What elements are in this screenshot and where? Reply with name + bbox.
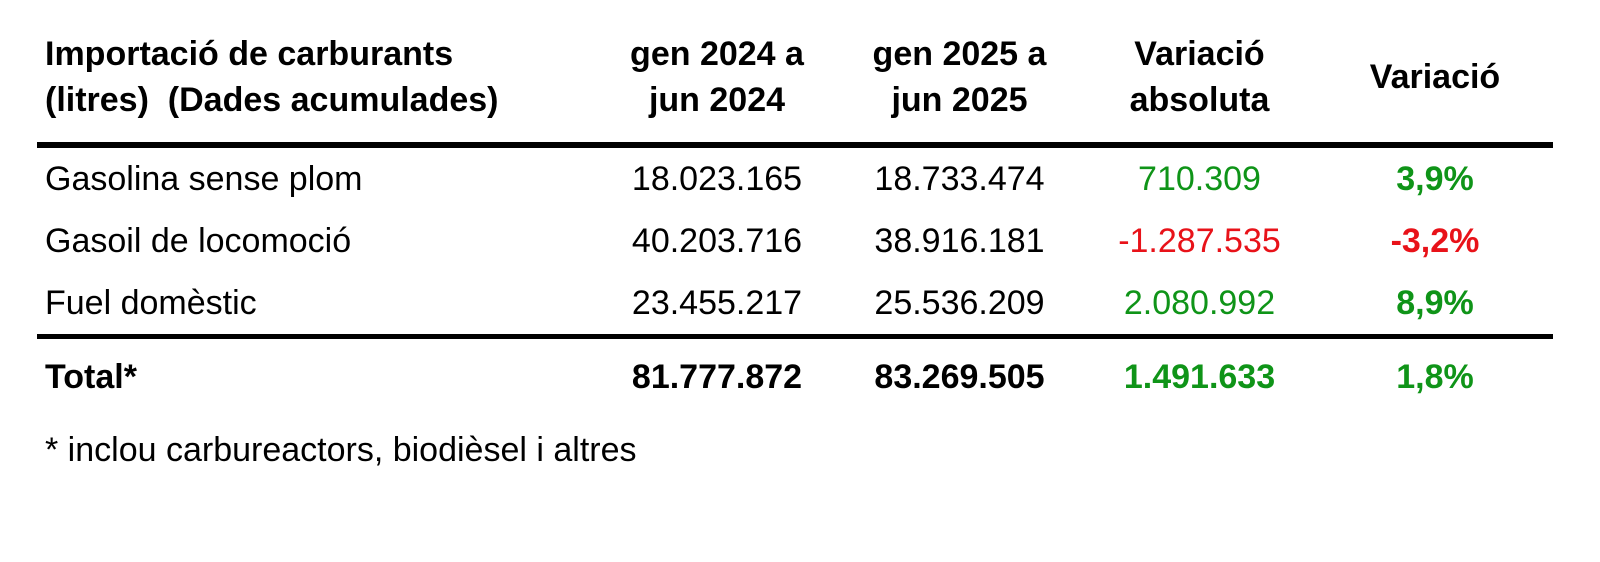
header-row: Importació de carburants (litres) (Dades… xyxy=(37,14,1553,148)
total-period-2024: 81.777.872 xyxy=(597,334,837,411)
table-row-gasolina: Gasolina sense plom 18.023.165 18.733.47… xyxy=(37,145,1553,210)
row-label: Gasolina sense plom xyxy=(45,159,363,198)
cell-variation-percent: 3,9% xyxy=(1396,159,1474,198)
total-row: Total* 81.777.872 83.269.505 1.491.633 1… xyxy=(37,334,1553,411)
col-header-variation-percent: Variació xyxy=(1317,14,1553,148)
cell-period-2024: 40.203.716 xyxy=(631,221,803,260)
row-label: Fuel domèstic xyxy=(45,283,257,322)
cell-period-2025: 38.916.181 xyxy=(874,221,1045,260)
cell-period-2024: 23.455.217 xyxy=(631,283,803,322)
cell-variation-absolute: 710.309 xyxy=(1138,159,1261,198)
total-variation-percent: 1,8% xyxy=(1317,334,1553,411)
cell-period-2025: 18.733.474 xyxy=(874,159,1045,198)
cell-variation-absolute: -1.287.535 xyxy=(1118,221,1281,260)
total-period-2025: 83.269.505 xyxy=(837,334,1082,411)
col-header-period-2024: gen 2024 a jun 2024 xyxy=(597,14,837,148)
cell-variation-percent: -3,2% xyxy=(1390,221,1480,260)
table-row-gasoil: Gasoil de locomoció 40.203.716 38.916.18… xyxy=(37,210,1553,272)
cell-variation-percent: 8,9% xyxy=(1396,283,1474,322)
row-label: Gasoil de locomoció xyxy=(45,221,352,260)
footnote: * inclou carbureactors, biodièsel i altr… xyxy=(45,431,637,469)
cell-period-2024: 18.023.165 xyxy=(631,159,803,198)
total-variation-absolute: 1.491.633 xyxy=(1082,334,1317,411)
cell-period-2025: 25.536.209 xyxy=(874,283,1045,322)
table-title: Importació de carburants (litres) (Dades… xyxy=(37,14,597,148)
cell-variation-absolute: 2.080.992 xyxy=(1123,283,1276,322)
col-header-period-2025: gen 2025 a jun 2025 xyxy=(837,14,1082,148)
table-row-fuel-domestic: Fuel domèstic 23.455.217 25.536.209 2.08… xyxy=(37,272,1553,337)
fuel-imports-table: Importació de carburants (litres) (Dades… xyxy=(37,14,1553,411)
col-header-variation-absolute: Variació absoluta xyxy=(1082,14,1317,148)
total-label: Total* xyxy=(37,334,597,411)
